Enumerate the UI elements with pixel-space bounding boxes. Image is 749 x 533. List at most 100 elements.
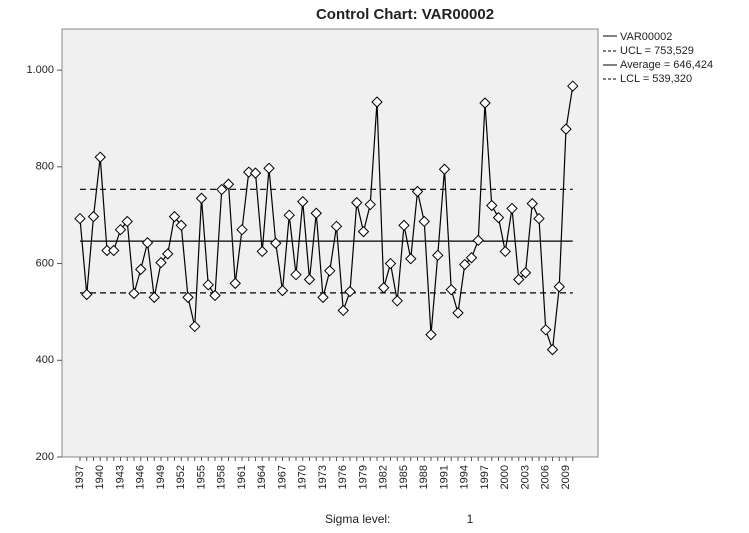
point-marker xyxy=(195,192,208,204)
x-tick-label: 2006 xyxy=(540,465,552,489)
point-marker xyxy=(290,268,302,281)
point-marker xyxy=(519,267,532,279)
point-marker xyxy=(303,273,316,286)
point-marker xyxy=(256,245,268,258)
y-tick-label: 800 xyxy=(36,161,54,173)
point-marker xyxy=(506,202,518,215)
point-marker xyxy=(87,210,100,223)
point-marker xyxy=(357,225,370,238)
sigma-value: 1 xyxy=(467,512,474,526)
point-marker xyxy=(128,287,140,300)
x-tick-label: 1955 xyxy=(195,465,207,489)
point-marker xyxy=(438,163,451,175)
point-marker xyxy=(168,210,181,223)
point-marker xyxy=(236,223,248,236)
x-tick-label: 1988 xyxy=(418,465,430,489)
point-marker xyxy=(398,219,410,232)
point-marker xyxy=(243,166,255,178)
x-tick-label: 1967 xyxy=(276,465,288,489)
sigma-label: Sigma level: xyxy=(325,512,390,526)
legend-label: VAR00002 xyxy=(620,31,672,43)
x-tick-label: 1943 xyxy=(114,465,126,489)
point-marker xyxy=(74,212,86,225)
y-tick-label: 200 xyxy=(36,451,54,463)
point-marker xyxy=(310,207,322,219)
point-marker xyxy=(162,248,174,260)
point-marker xyxy=(499,245,511,258)
point-marker xyxy=(141,237,154,249)
legend-label: UCL = 753,529 xyxy=(620,45,694,57)
point-marker xyxy=(81,288,93,301)
y-tick-label: 400 xyxy=(36,354,54,366)
x-tick-label: 1940 xyxy=(94,465,106,489)
x-tick-label: 1994 xyxy=(459,465,471,489)
y-tick-label: 600 xyxy=(36,257,54,269)
point-marker xyxy=(452,307,464,319)
point-marker xyxy=(209,289,221,302)
point-marker xyxy=(189,320,201,333)
x-tick-label: 1979 xyxy=(357,465,369,489)
point-marker xyxy=(344,285,356,298)
point-marker xyxy=(283,209,295,221)
point-marker xyxy=(540,324,552,336)
point-marker xyxy=(351,196,363,209)
x-tick-label: 1946 xyxy=(135,465,147,489)
point-marker xyxy=(432,249,444,262)
point-marker xyxy=(533,212,545,225)
point-marker xyxy=(405,253,417,265)
x-tick-label: 1937 xyxy=(74,465,86,489)
x-tick-label: 1952 xyxy=(175,465,187,489)
point-marker xyxy=(270,237,282,249)
point-marker xyxy=(182,291,194,304)
point-marker xyxy=(135,263,147,276)
point-marker xyxy=(492,211,505,224)
point-marker xyxy=(378,282,390,294)
point-marker xyxy=(121,215,133,228)
x-tick-label: 1964 xyxy=(256,465,268,489)
x-tick-label: 1949 xyxy=(155,465,167,489)
point-marker xyxy=(445,283,457,296)
point-marker xyxy=(391,295,403,307)
point-marker xyxy=(553,281,565,293)
point-marker xyxy=(567,80,579,92)
point-marker xyxy=(546,343,559,356)
x-tick-label: 1976 xyxy=(337,465,349,489)
x-tick-label: 1985 xyxy=(398,465,410,489)
point-marker xyxy=(513,273,525,286)
point-marker xyxy=(324,265,336,277)
x-tick-label: 1961 xyxy=(236,465,248,489)
legend-label: Average = 646,424 xyxy=(620,59,713,71)
x-tick-label: 2000 xyxy=(499,465,511,489)
point-marker xyxy=(330,220,343,233)
point-marker xyxy=(216,183,228,196)
point-marker xyxy=(249,167,262,179)
point-marker xyxy=(371,96,383,108)
point-marker xyxy=(486,199,498,212)
chart-title: Control Chart: VAR00002 xyxy=(316,6,494,23)
point-marker xyxy=(175,219,187,232)
point-marker xyxy=(222,178,235,190)
x-tick-label: 1991 xyxy=(438,465,450,489)
point-marker xyxy=(114,223,127,236)
point-marker xyxy=(94,151,106,163)
point-marker xyxy=(276,284,289,297)
x-tick-label: 1997 xyxy=(479,465,491,489)
point-marker xyxy=(479,97,491,109)
point-marker xyxy=(465,252,478,264)
point-marker xyxy=(263,162,275,174)
point-marker xyxy=(155,256,167,269)
legend-label: LCL = 539,320 xyxy=(620,73,692,85)
point-marker xyxy=(418,215,430,228)
point-marker xyxy=(472,234,484,247)
point-marker xyxy=(297,195,309,208)
point-marker xyxy=(411,185,424,198)
x-tick-label: 2003 xyxy=(519,465,531,489)
point-marker xyxy=(108,244,120,257)
point-marker xyxy=(364,198,376,211)
point-marker xyxy=(384,257,397,270)
x-tick-label: 2009 xyxy=(560,465,572,489)
x-tick-label: 1973 xyxy=(317,465,329,489)
point-marker xyxy=(459,258,471,271)
point-marker xyxy=(425,328,437,341)
